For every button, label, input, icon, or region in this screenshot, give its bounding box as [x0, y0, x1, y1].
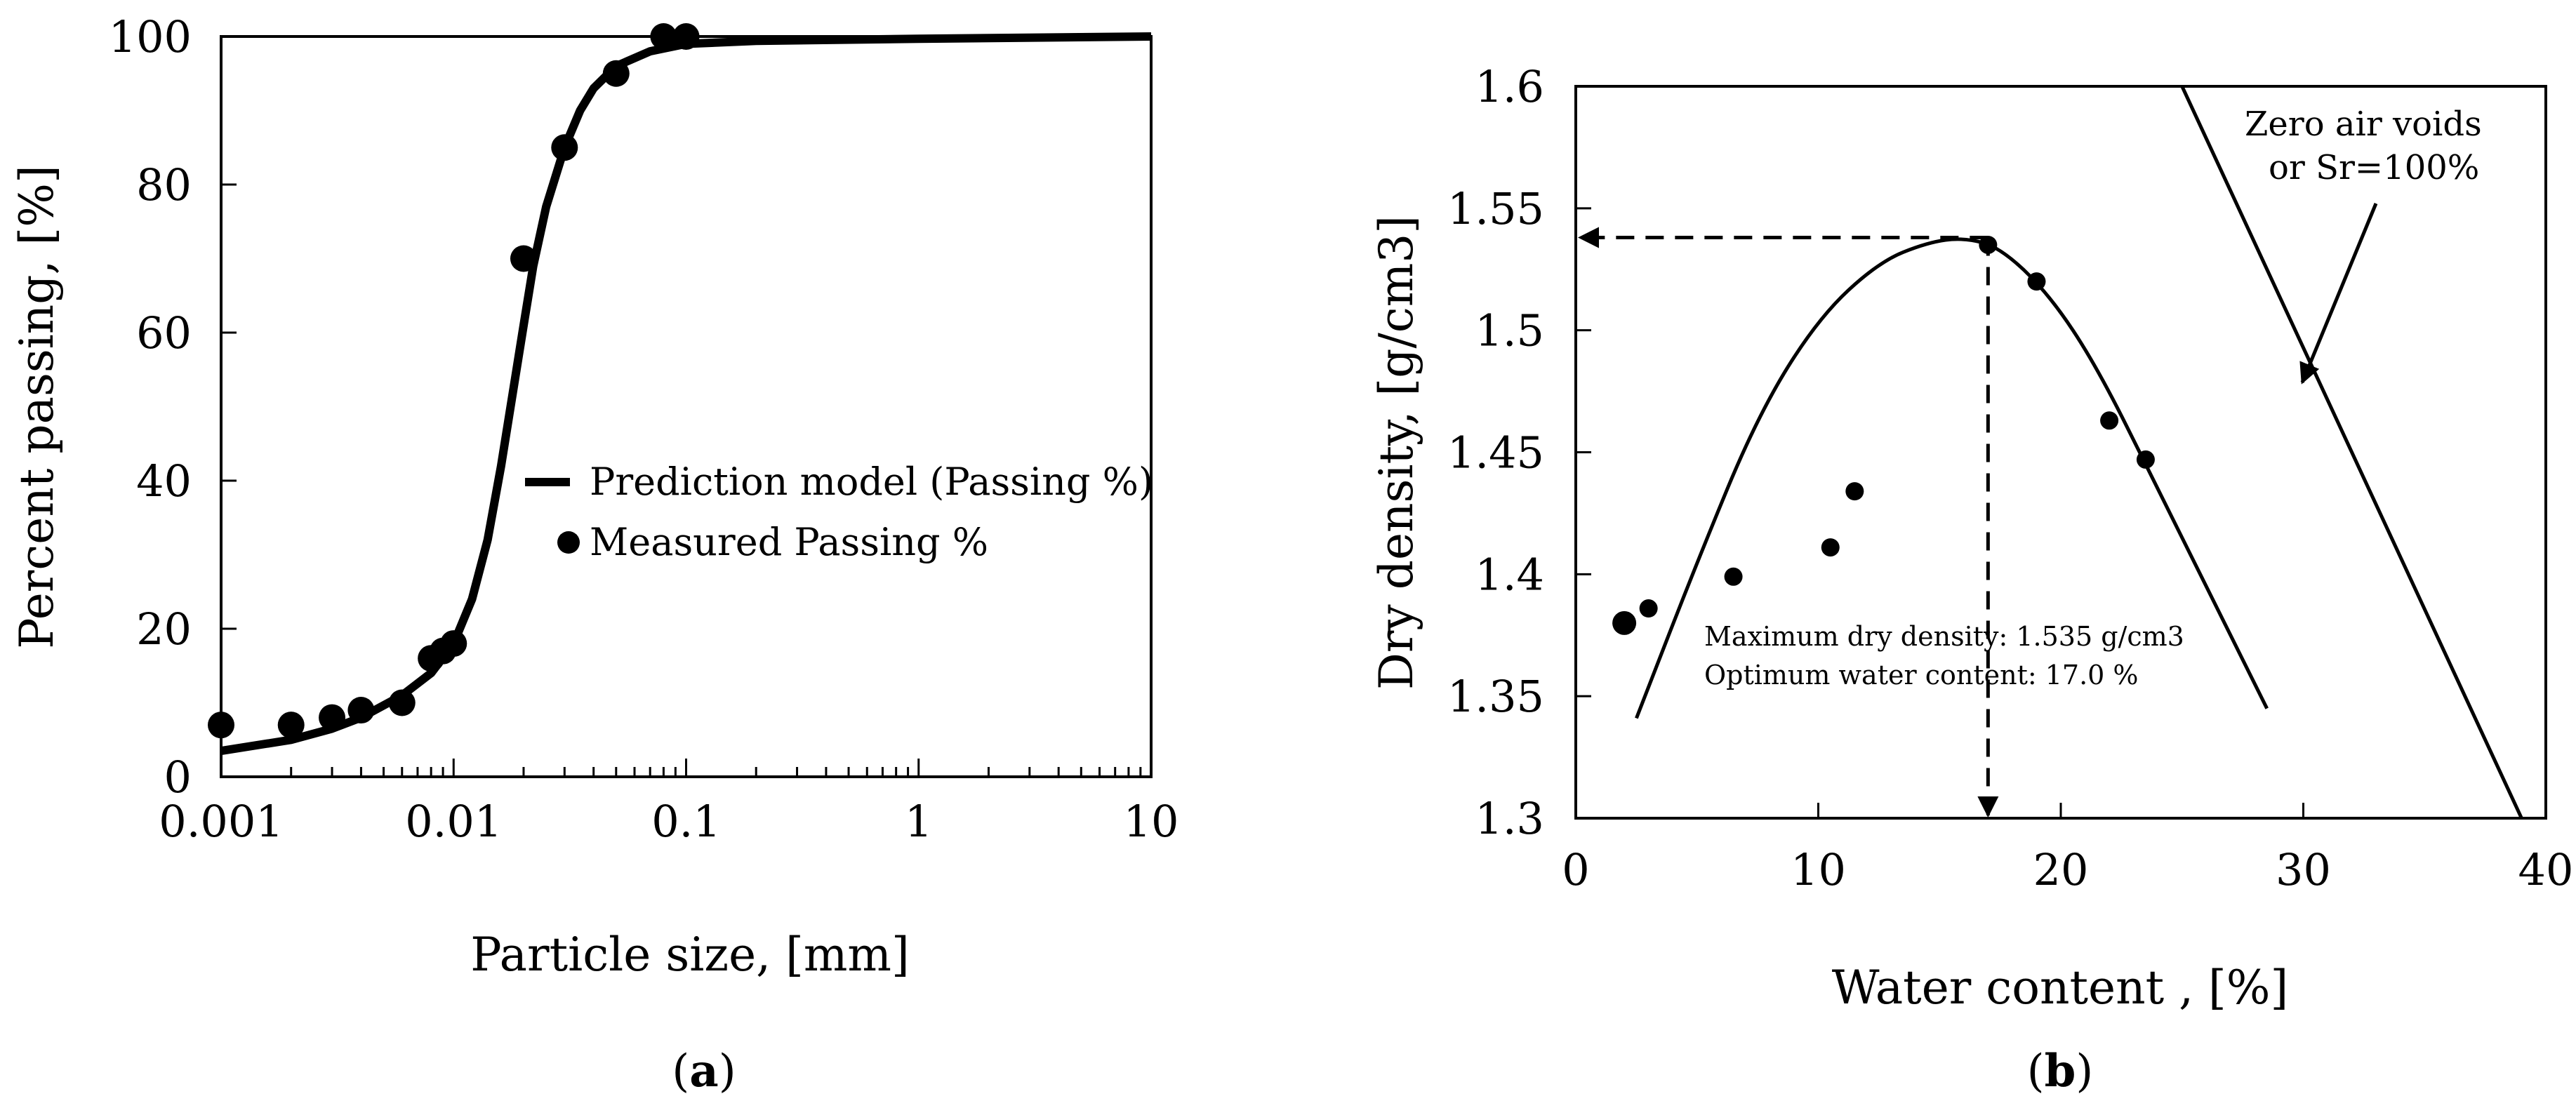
chart-a-y-axis: 0 20 40 60 80 100	[109, 11, 237, 803]
y-tick-label: 20	[136, 603, 192, 655]
chart-b-y-axis-title: Dry density, [g/cm3]	[1369, 215, 1423, 690]
y-tick-label: 1.6	[1475, 61, 1544, 112]
chart-b-zav-label-line2: or Sr=100%	[2269, 148, 2479, 187]
measured-point	[2136, 450, 2155, 469]
measured-point	[1612, 610, 1637, 635]
y-tick-label: 1.5	[1475, 305, 1544, 356]
y-tick-label: 0	[164, 752, 192, 803]
y-tick-label: 100	[109, 11, 192, 62]
x-tick-label: 1	[905, 796, 932, 847]
measured-point	[1724, 567, 1743, 586]
x-tick-label: 10	[1791, 844, 1846, 895]
measured-point	[319, 704, 346, 731]
x-tick-label: 0	[1562, 844, 1589, 895]
chart-a-x-axis-title: Particle size, [mm]	[470, 928, 910, 982]
chart-b-x-axis-title: Water content , [%]	[1832, 961, 2289, 1015]
chart-a-prediction-model-line	[220, 32, 1152, 756]
chart-b-panel-label: (b)	[2027, 1045, 2094, 1097]
chart-a-x-axis: 0.001 0.01 0.1 1 10	[159, 759, 1179, 847]
measured-point	[388, 689, 416, 716]
measured-point	[208, 712, 234, 739]
x-tick-label: 0.001	[159, 796, 284, 847]
measured-point	[440, 630, 467, 658]
measured-point	[672, 23, 700, 50]
measured-point	[1845, 482, 1864, 501]
chart-b-optimum-water-annotation: Optimum water content: 17.0 %	[1704, 660, 2139, 690]
chart-a: 0 20 40 60 80 100 0.001 0.01 0.1 1 10 Prediction …	[10, 11, 1179, 1097]
measured-point	[551, 134, 578, 161]
chart-b-plot-area	[1574, 85, 2547, 820]
y-tick-label: 60	[136, 307, 192, 359]
chart-b-x-axis: 0 10 20 30 40	[1562, 803, 2573, 895]
chart-b-zav-pointer-arrow	[2299, 203, 2378, 385]
x-tick-label: 0.1	[651, 796, 721, 847]
chart-a-panel-label: (a)	[672, 1045, 736, 1097]
chart-a-legend: Prediction model (Passing %) Measured Pa…	[525, 460, 1153, 564]
measured-point	[2027, 272, 2046, 291]
chart-b-zav-label-line1: Zero air voids	[2245, 105, 2482, 144]
y-tick-label: 80	[136, 159, 192, 211]
chart-b-measured-points	[1612, 235, 2155, 635]
x-tick-label: 30	[2276, 844, 2331, 895]
legend-entry-prediction: Prediction model (Passing %)	[590, 460, 1153, 504]
measured-point	[1639, 599, 1658, 618]
chart-a-x-minor-ticks	[290, 767, 1142, 777]
chart-b: 1.3 1.35 1.4 1.45 1.5 1.55 1.6 0 10 20 30 40 Zero …	[1369, 61, 2573, 1097]
chart-b-max-density-annotation: Maximum dry density: 1.535 g/cm3	[1704, 621, 2184, 652]
measured-point	[510, 245, 537, 272]
x-tick-label: 40	[2518, 844, 2574, 895]
legend-entry-measured: Measured Passing %	[590, 520, 988, 564]
legend-dot-swatch	[557, 531, 580, 554]
chart-a-y-axis-title: Percent passing, [%]	[10, 165, 64, 648]
y-tick-label: 1.4	[1475, 549, 1544, 600]
y-tick-label: 1.3	[1475, 793, 1544, 844]
chart-a-plot-area	[220, 35, 1153, 778]
chart-b-y-axis: 1.3 1.35 1.4 1.45 1.5 1.55 1.6	[1447, 61, 1591, 844]
y-tick-label: 1.45	[1447, 427, 1544, 479]
measured-point	[602, 60, 630, 87]
y-tick-label: 40	[136, 455, 192, 507]
y-tick-label: 1.55	[1447, 183, 1544, 234]
measured-point	[347, 697, 375, 724]
measured-point	[277, 712, 305, 739]
x-tick-label: 20	[2033, 844, 2089, 895]
measured-point	[1821, 538, 1840, 557]
chart-a-measured-points	[208, 23, 700, 739]
chart-b-zero-air-voids-line	[2180, 85, 2523, 820]
x-tick-label: 10	[1124, 796, 1179, 847]
measured-point	[2100, 411, 2119, 430]
measured-point	[650, 23, 677, 50]
x-tick-label: 0.01	[405, 796, 502, 847]
y-tick-label: 1.35	[1447, 671, 1544, 722]
